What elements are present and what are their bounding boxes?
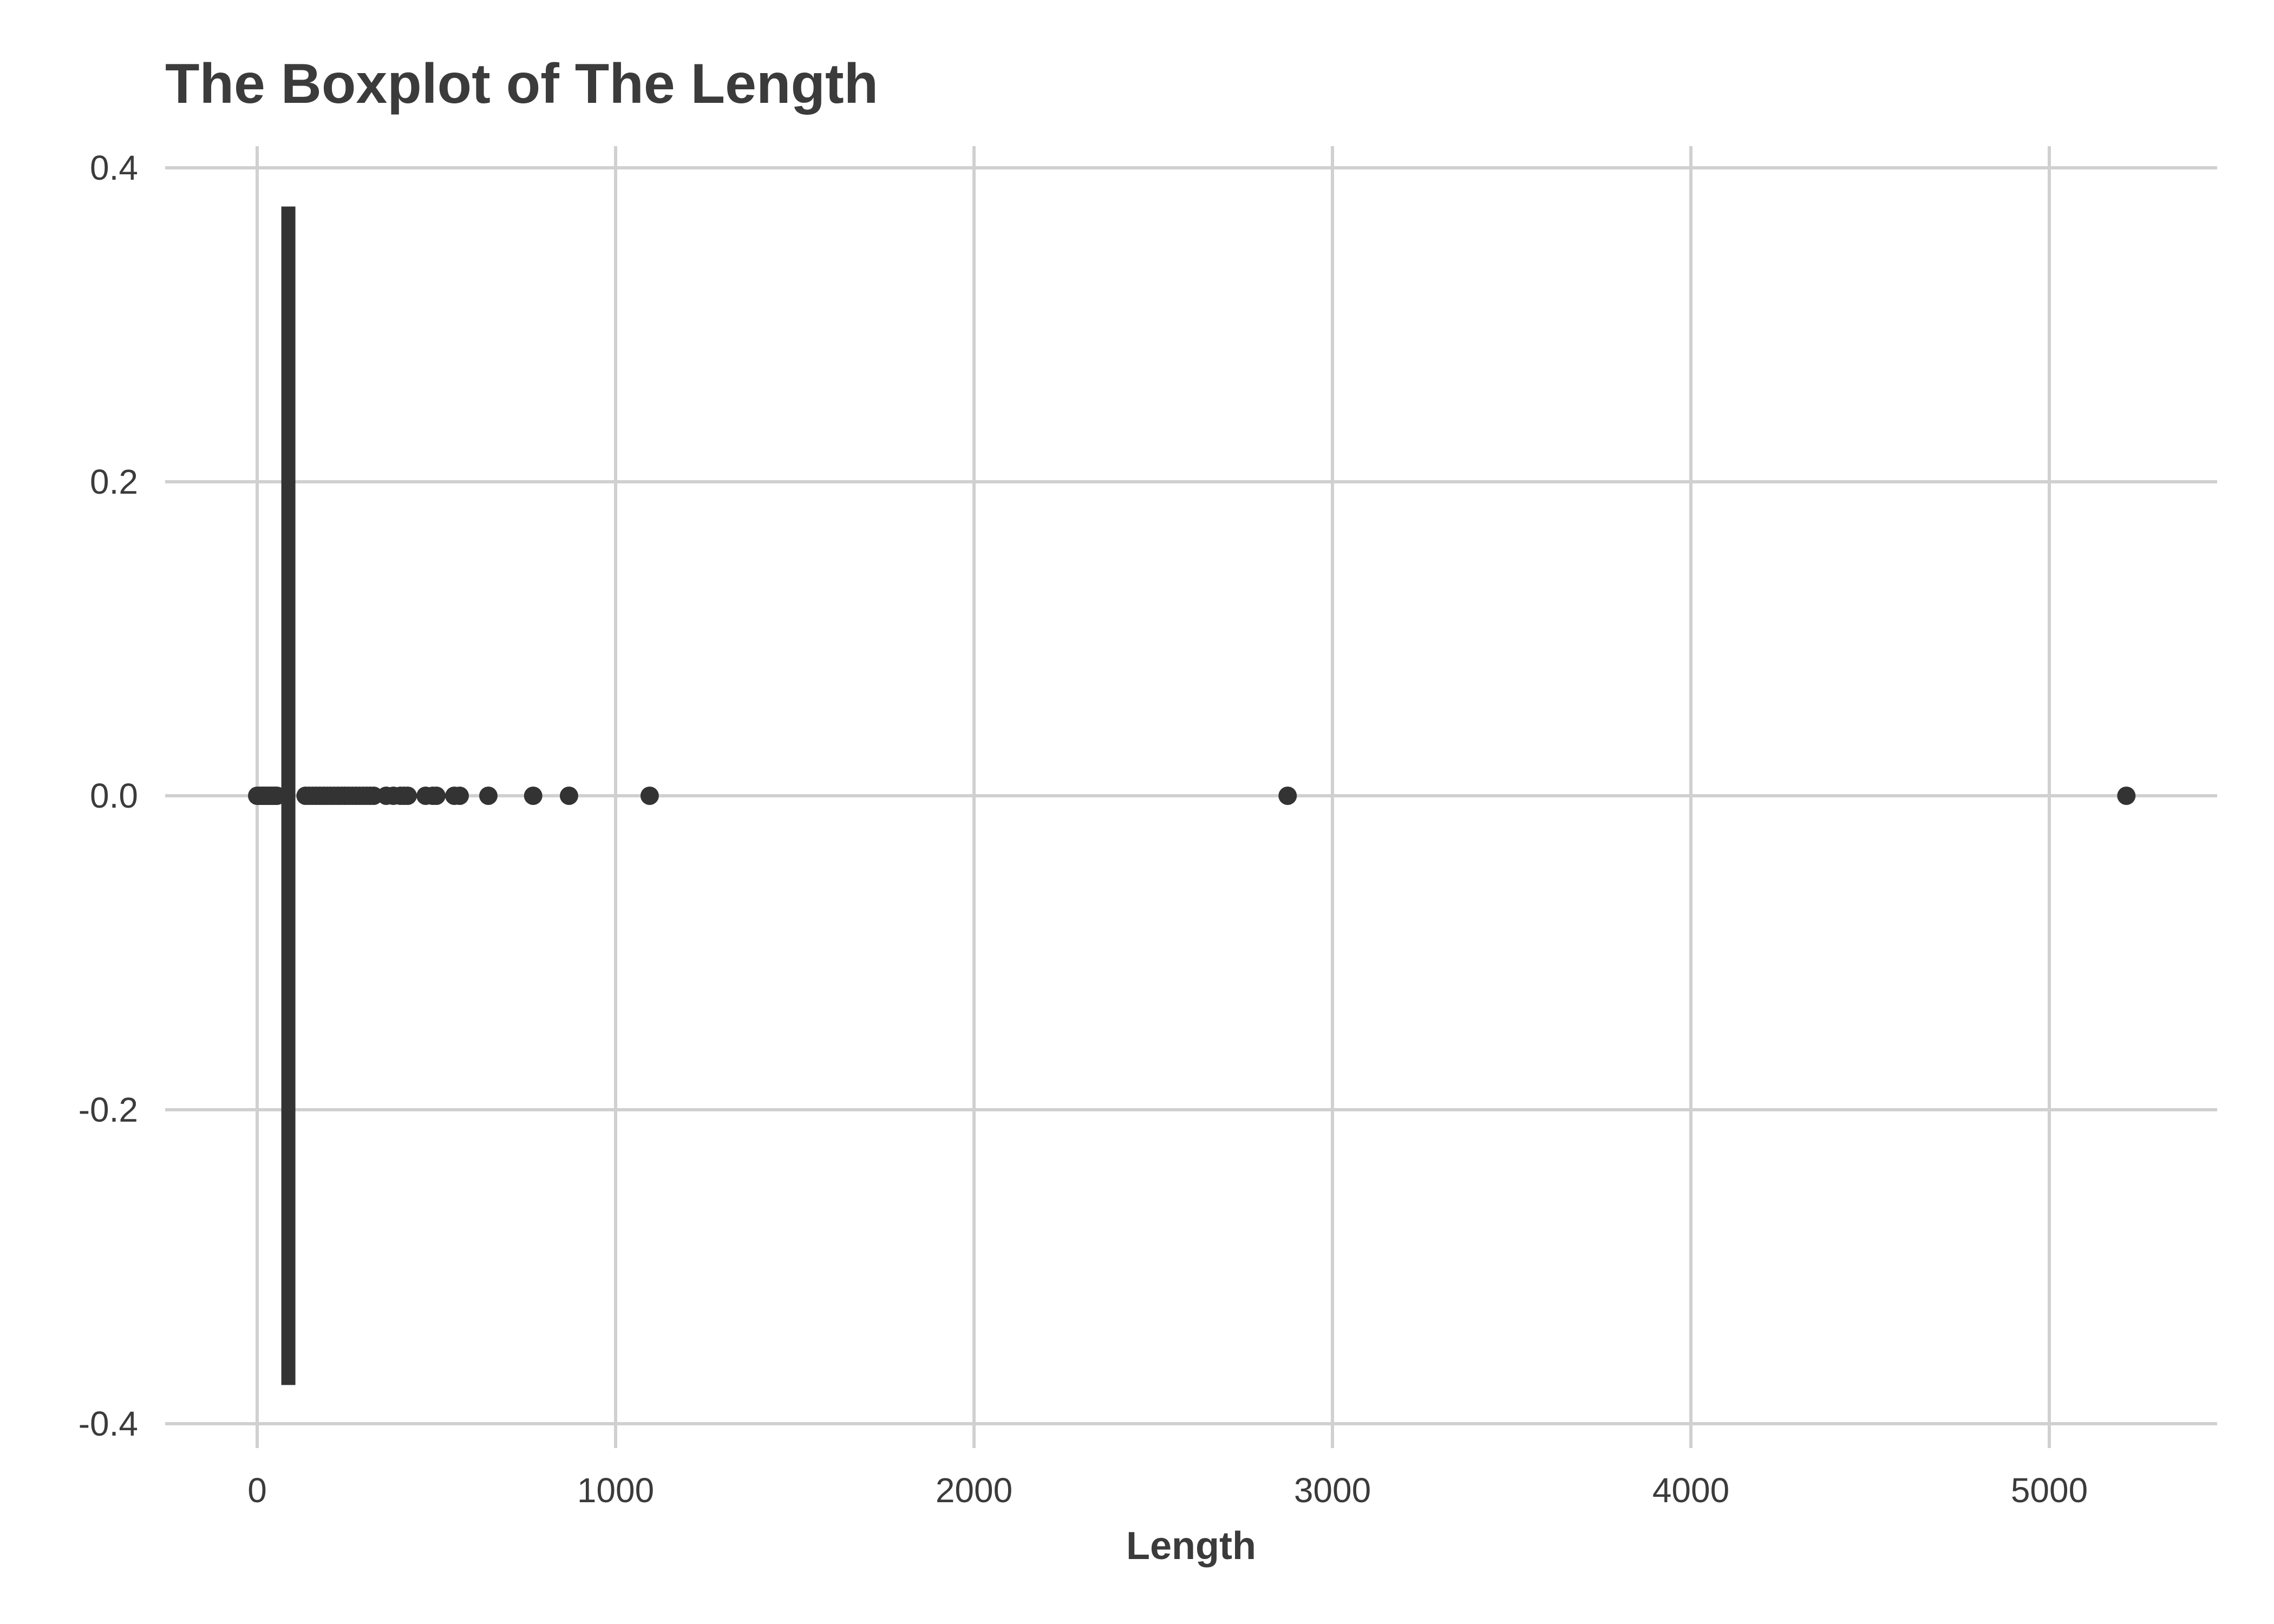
x-tick-label: 2000 [936,1471,1012,1510]
chart-title: The Boxplot of The Length [165,53,878,115]
outlier-point [450,787,469,805]
outlier-point [479,787,498,805]
outlier-points [248,787,2136,805]
y-tick-label: 0.0 [90,776,138,815]
outlier-point [427,787,446,805]
x-tick-label: 0 [247,1471,267,1510]
x-tick-label: 1000 [577,1471,654,1510]
outlier-point [2117,787,2136,805]
x-tick-label: 5000 [2011,1471,2088,1510]
outlier-point [398,787,417,805]
y-tick-label: -0.2 [79,1090,138,1129]
grid-lines [165,146,2217,1448]
x-axis-tick-labels: 0 1000 2000 3000 4000 5000 [247,1471,2088,1510]
y-tick-label: 0.2 [90,462,138,501]
box-mark [281,206,296,1385]
y-tick-label: -0.4 [79,1404,138,1443]
x-tick-label: 3000 [1294,1471,1371,1510]
outlier-point [559,787,578,805]
outlier-point [1278,787,1297,805]
outlier-point [524,787,543,805]
outlier-point [640,787,659,805]
y-tick-label: 0.4 [90,148,138,187]
x-tick-label: 4000 [1652,1471,1729,1510]
y-axis-tick-labels: -0.4 -0.2 0.0 0.2 0.4 [79,148,138,1443]
outlier-point [267,787,286,805]
x-axis-label: Length [1126,1524,1256,1568]
